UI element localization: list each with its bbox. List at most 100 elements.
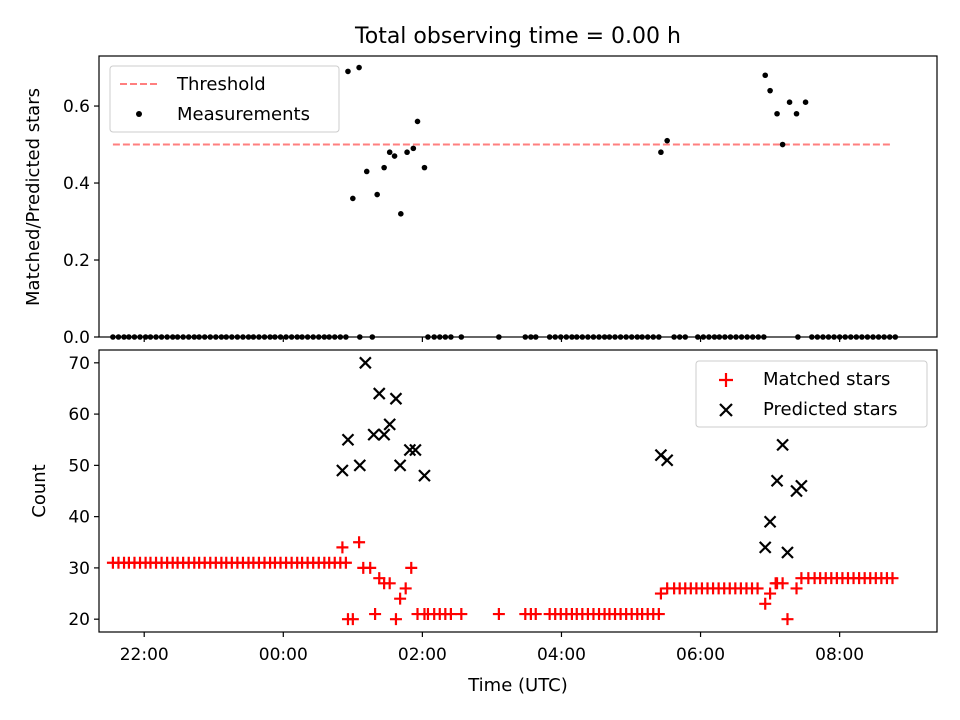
matched-star-point bbox=[886, 572, 899, 585]
measurement-point bbox=[356, 64, 362, 71]
matched-star-point bbox=[751, 582, 764, 595]
matched-star-point bbox=[759, 597, 772, 610]
predicted-star-point bbox=[776, 438, 789, 452]
ratio-y-axis: 0.0 0.2 0.4 0.6 bbox=[63, 97, 99, 348]
ratio-x-ticks bbox=[143, 337, 841, 342]
measurement-point bbox=[658, 149, 664, 156]
matched-star-point bbox=[353, 536, 366, 549]
measurement-point bbox=[802, 99, 809, 105]
count-legend: Matched stars Predicted stars bbox=[695, 360, 928, 428]
count-y-tick-label: 50 bbox=[68, 456, 90, 476]
x-tick-label: 08:00 bbox=[815, 645, 864, 665]
x-tick-label: 06:00 bbox=[676, 645, 725, 665]
predicted-star-point bbox=[409, 443, 422, 457]
matched-star-point bbox=[652, 608, 665, 621]
predicted-star-point bbox=[763, 515, 777, 529]
predicted-star-point bbox=[770, 474, 784, 488]
predicted-star-point bbox=[758, 541, 772, 554]
predicted-star-point bbox=[372, 387, 386, 400]
measurement-point bbox=[767, 87, 773, 94]
ratio-y-tick-label: 0.6 bbox=[63, 97, 90, 117]
count-y-tick-label: 40 bbox=[68, 508, 90, 528]
count-legend-box bbox=[695, 360, 928, 428]
measurement-point bbox=[793, 110, 800, 117]
ratio-legend-box bbox=[109, 65, 340, 133]
ratio-y-tick-label: 0.4 bbox=[63, 174, 90, 194]
matched-star-point bbox=[455, 608, 468, 621]
legend-predicted-swatch bbox=[719, 403, 733, 417]
ratio-panel-frame bbox=[98, 55, 938, 338]
predicted-star-point bbox=[393, 459, 407, 472]
measurement-point bbox=[410, 145, 417, 152]
legend-threshold-label: Threshold bbox=[176, 74, 266, 95]
predicted-star-point bbox=[795, 479, 808, 493]
matched-star-point bbox=[383, 577, 396, 590]
count-y-tick-label: 20 bbox=[68, 610, 90, 630]
count-panel-frame bbox=[98, 349, 938, 633]
count-y-axis: 20 30 40 50 60 70 bbox=[68, 354, 99, 630]
predicted-star-point bbox=[781, 546, 794, 559]
predicted-star-point bbox=[353, 459, 367, 472]
legend-matched-label: Matched stars bbox=[763, 369, 890, 390]
measurement-point bbox=[350, 195, 356, 202]
predicted-star-point bbox=[341, 433, 355, 447]
measurement-point bbox=[414, 118, 421, 125]
matched-star-point bbox=[654, 587, 667, 600]
x-axis-label: Time (UTC) bbox=[467, 675, 568, 696]
matched-star-point bbox=[444, 608, 457, 621]
matched-star-point bbox=[529, 608, 542, 621]
predicted-star-point bbox=[359, 356, 372, 370]
ratio-y-tick-label: 0.2 bbox=[63, 251, 90, 271]
legend-predicted-label: Predicted stars bbox=[763, 399, 897, 420]
legend-measurements-label: Measurements bbox=[177, 104, 310, 125]
predicted-star-point bbox=[660, 453, 674, 467]
matched-star-point bbox=[492, 608, 505, 621]
predicted-star-point bbox=[336, 464, 349, 477]
x-tick-label: 22:00 bbox=[120, 645, 169, 665]
measurement-point bbox=[374, 191, 380, 198]
predicted-star-point bbox=[377, 428, 391, 441]
measurement-point bbox=[404, 149, 410, 156]
ratio-y-label: Matched/Predicted stars bbox=[23, 88, 44, 306]
count-y-tick-label: 30 bbox=[68, 559, 90, 579]
matched-star-point bbox=[764, 587, 777, 600]
measurement-point bbox=[363, 168, 370, 175]
matched-star-point bbox=[790, 582, 803, 595]
count-y-label: Count bbox=[29, 464, 50, 517]
matched-star-point bbox=[369, 608, 382, 621]
ratio-legend: Threshold Measurements bbox=[109, 65, 340, 133]
figure-title: Total observing time = 0.00 h bbox=[354, 24, 681, 49]
count-marks bbox=[106, 356, 899, 626]
matched-star-point bbox=[339, 556, 352, 569]
matched-star-point bbox=[781, 613, 794, 626]
measurement-point bbox=[779, 141, 786, 148]
count-y-tick-label: 60 bbox=[68, 405, 90, 425]
measurement-point bbox=[774, 110, 780, 117]
matched-star-point bbox=[394, 592, 407, 605]
predicted-star-point bbox=[389, 392, 403, 405]
matched-star-point bbox=[346, 613, 359, 626]
x-tick-label: 04:00 bbox=[537, 645, 586, 665]
measurement-point bbox=[345, 68, 351, 75]
x-tick-label: 00:00 bbox=[259, 645, 308, 665]
matched-star-point bbox=[399, 582, 412, 595]
measurement-point bbox=[381, 164, 387, 171]
matched-star-point bbox=[336, 541, 349, 554]
x-tick-label: 02:00 bbox=[398, 645, 447, 665]
measurement-point bbox=[398, 211, 404, 217]
ratio-y-tick-label: 0.0 bbox=[63, 328, 90, 348]
measurement-point bbox=[386, 149, 393, 156]
measurement-point bbox=[664, 137, 670, 144]
predicted-star-point bbox=[403, 443, 417, 457]
measurement-point bbox=[762, 72, 769, 79]
predicted-star-point bbox=[383, 418, 396, 431]
matched-star-point bbox=[776, 577, 789, 590]
legend-matched-swatch bbox=[719, 373, 733, 387]
count-panel: 20 30 40 50 60 70 22:00 00:00 02:00 04:00 06:00 08… bbox=[29, 349, 938, 696]
predicted-star-point bbox=[418, 469, 431, 482]
measurement-point bbox=[391, 153, 398, 159]
measurement-point bbox=[786, 99, 793, 105]
predicted-star-point bbox=[367, 428, 380, 441]
matched-star-point bbox=[364, 561, 377, 574]
matched-star-point bbox=[405, 561, 418, 574]
